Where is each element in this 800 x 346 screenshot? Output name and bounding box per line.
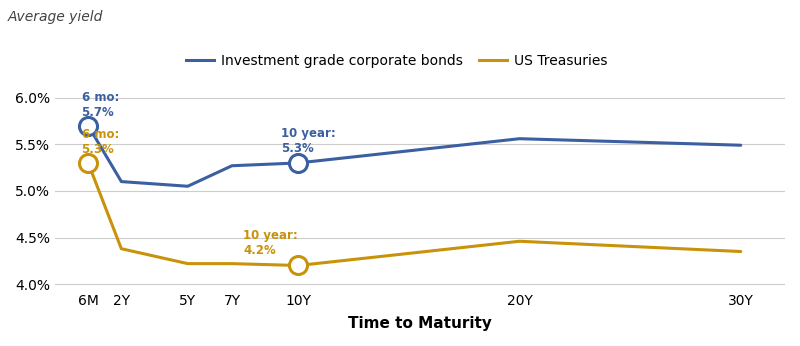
Text: Average yield: Average yield bbox=[8, 10, 103, 24]
Text: 10 year:
4.2%: 10 year: 4.2% bbox=[243, 229, 298, 257]
Text: 10 year:
5.3%: 10 year: 5.3% bbox=[281, 127, 335, 155]
Text: 6 mo:
5.3%: 6 mo: 5.3% bbox=[82, 128, 119, 156]
X-axis label: Time to Maturity: Time to Maturity bbox=[348, 316, 492, 331]
Text: 6 mo:
5.7%: 6 mo: 5.7% bbox=[82, 91, 119, 119]
Legend: Investment grade corporate bonds, US Treasuries: Investment grade corporate bonds, US Tre… bbox=[186, 54, 607, 68]
